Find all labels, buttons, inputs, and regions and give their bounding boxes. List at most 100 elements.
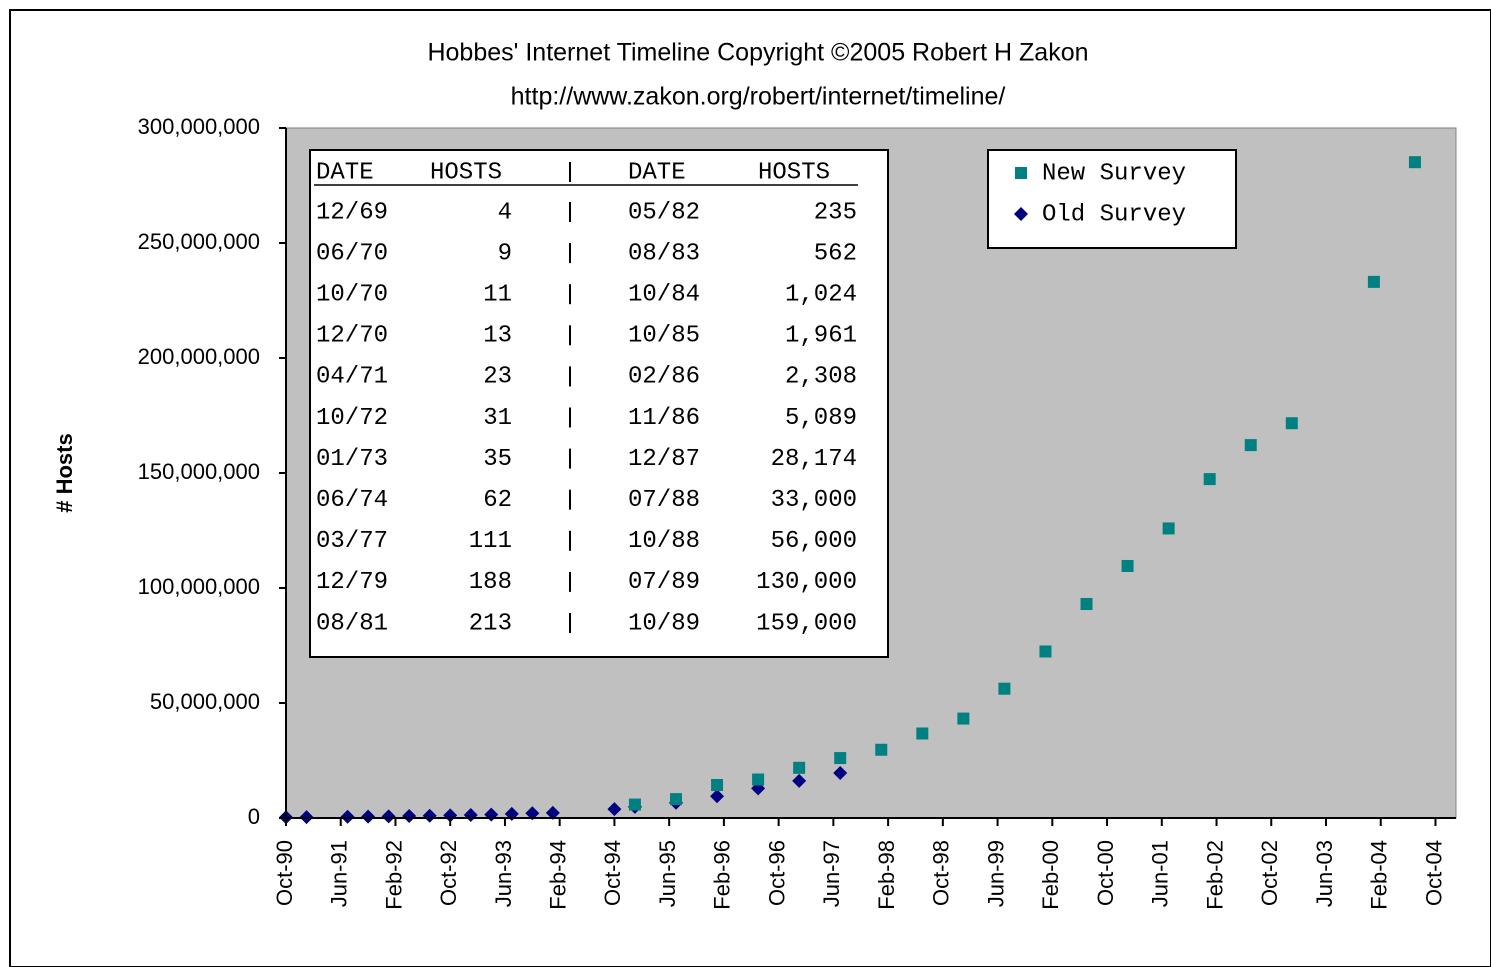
- table-cell: 1,024: [785, 282, 857, 309]
- table-cell: 12/69: [316, 199, 388, 226]
- x-tick-label: Feb-00: [1038, 840, 1063, 910]
- square-marker: [711, 778, 724, 791]
- table-cell: 9: [498, 240, 512, 267]
- data-table: DATE HOSTS DATE HOSTS 12/69 4 05/82 235 06/70 9 08…: [309, 149, 889, 658]
- diamond-marker: [361, 809, 376, 824]
- table-box: [309, 149, 889, 658]
- square-marker: [1080, 597, 1093, 610]
- table-cell: 08/81: [316, 610, 388, 637]
- x-tick-label: Feb-04: [1367, 840, 1392, 910]
- square-marker: [1121, 559, 1134, 572]
- table-cell: 213: [469, 610, 512, 637]
- y-tick-label: 200,000,000: [138, 344, 260, 369]
- table-cell: 23: [483, 364, 512, 391]
- table-cell: 130,000: [756, 569, 857, 596]
- table-cell: 08/83: [628, 240, 700, 267]
- square-marker: [670, 793, 682, 806]
- x-tick-label: Oct-96: [764, 840, 789, 906]
- square-marker: [998, 682, 1011, 695]
- x-tick-label: Oct-02: [1257, 840, 1282, 906]
- diamond-marker: [1014, 207, 1028, 221]
- table-cell: 235: [814, 199, 857, 226]
- table-cell: 03/77: [316, 528, 388, 555]
- table-cell: 562: [814, 240, 857, 267]
- square-marker: [834, 752, 847, 765]
- table-header: DATE: [628, 159, 686, 186]
- diamond-marker: [381, 809, 396, 824]
- x-tick-label: Feb-02: [1202, 840, 1227, 910]
- table-cell: 62: [483, 487, 512, 514]
- diamond-marker: [710, 789, 725, 804]
- x-tick-label: Jun-95: [655, 840, 680, 907]
- table-cell: 4: [498, 199, 512, 226]
- table-cell: 10/85: [628, 323, 700, 350]
- table-cell: 12/87: [628, 446, 700, 473]
- table-cell: 1,961: [785, 323, 857, 350]
- table-cell: 35: [483, 446, 512, 473]
- table-cell: 05/82: [628, 199, 700, 226]
- table-cell: 02/86: [628, 364, 700, 391]
- x-tick-label: Feb-94: [545, 840, 570, 910]
- x-tick-label: Feb-92: [381, 840, 406, 910]
- table-header: HOSTS: [758, 159, 830, 186]
- table-header: HOSTS: [430, 159, 502, 186]
- table-cell: 33,000: [771, 487, 857, 514]
- table-cell: 2,308: [785, 364, 857, 391]
- diamond-marker: [833, 766, 848, 781]
- y-tick-label: 250,000,000: [138, 229, 260, 254]
- table-cell: 111: [469, 528, 512, 555]
- table-cell: 10/88: [628, 528, 700, 555]
- square-marker: [1015, 167, 1027, 179]
- y-tick-label: 150,000,000: [138, 459, 260, 484]
- table-cell: 188: [469, 569, 512, 596]
- table-cell: 11/86: [628, 405, 700, 432]
- x-tick-label: Oct-94: [600, 840, 625, 906]
- table-cell: 07/88: [628, 487, 700, 514]
- diamond-marker: [607, 802, 622, 817]
- table-cell: 31: [483, 405, 512, 432]
- square-marker: [916, 727, 929, 740]
- table-cell: 04/71: [316, 364, 388, 391]
- x-tick-label: Oct-04: [1421, 840, 1446, 906]
- square-marker: [1039, 645, 1052, 658]
- x-tick-label: Jun-01: [1148, 840, 1173, 907]
- table-cell: 11: [483, 282, 512, 309]
- x-tick-label: Jun-93: [491, 840, 516, 907]
- diamond-marker: [792, 773, 807, 788]
- chart-title: Hobbes' Internet Timeline Copyright ©200…: [427, 39, 1088, 67]
- x-tick-label: Jun-03: [1312, 840, 1337, 907]
- table-cell: 28,174: [771, 446, 857, 473]
- table-cell: 07/89: [628, 569, 700, 596]
- table-cell: 01/73: [316, 446, 388, 473]
- chart-subtitle: http://www.zakon.org/robert/internet/tim…: [511, 83, 1006, 111]
- table-cell: 5,089: [785, 405, 857, 432]
- x-tick-label: Oct-98: [929, 840, 954, 906]
- x-tick-label: Oct-92: [436, 840, 461, 906]
- square-marker: [752, 773, 765, 786]
- legend-label: New Survey: [1042, 160, 1186, 187]
- y-tick-label: 0: [248, 804, 260, 829]
- square-marker: [1162, 522, 1175, 535]
- diamond-marker: [525, 806, 540, 821]
- square-marker: [628, 798, 641, 811]
- x-tick-label: Feb-98: [874, 840, 899, 910]
- x-tick-label: Oct-90: [272, 840, 297, 906]
- diamond-marker: [545, 805, 560, 820]
- x-tick-label: Jun-99: [983, 840, 1008, 907]
- y-tick-label: 100,000,000: [138, 574, 260, 599]
- square-marker: [1408, 156, 1421, 169]
- square-marker: [1203, 473, 1216, 486]
- square-marker: [793, 761, 806, 774]
- table-cell: 12/79: [316, 569, 388, 596]
- x-tick-label: Feb-96: [710, 840, 735, 910]
- diamond-marker: [340, 809, 355, 824]
- table-cell: 10/84: [628, 282, 700, 309]
- table-cell: 56,000: [771, 528, 857, 555]
- y-tick-label: 300,000,000: [138, 114, 260, 139]
- table-header: DATE: [316, 159, 374, 186]
- table-cell: 159,000: [756, 610, 857, 637]
- table-cell: 13: [483, 323, 512, 350]
- legend-label: Old Survey: [1042, 201, 1186, 228]
- table-cell: 12/70: [316, 323, 388, 350]
